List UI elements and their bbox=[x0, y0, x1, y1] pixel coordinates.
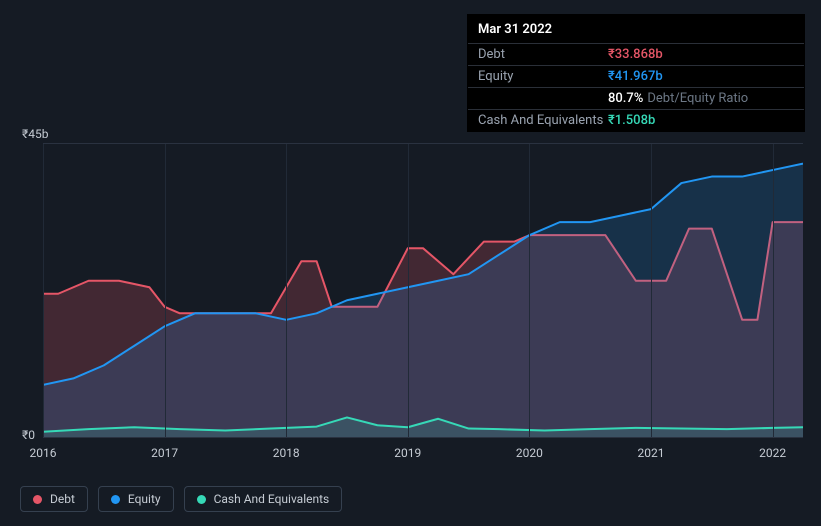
legend-label: Equity bbox=[128, 492, 161, 506]
legend-item-equity[interactable]: Equity bbox=[98, 486, 174, 512]
x-axis-tick-label: 2021 bbox=[638, 446, 665, 460]
legend-swatch bbox=[33, 495, 42, 504]
legend-swatch bbox=[111, 495, 120, 504]
tooltip-row-value: ₹1.508b bbox=[608, 113, 655, 128]
x-axis-tick-label: 2016 bbox=[30, 446, 57, 460]
x-axis-tick-label: 2022 bbox=[759, 446, 786, 460]
chart-area[interactable] bbox=[43, 143, 803, 438]
x-axis-tick-label: 2020 bbox=[516, 446, 543, 460]
legend-item-cash-and-equivalents[interactable]: Cash And Equivalents bbox=[184, 486, 343, 512]
gridline bbox=[286, 144, 287, 437]
x-axis-tick-label: 2017 bbox=[151, 446, 178, 460]
gridline bbox=[408, 144, 409, 437]
tooltip-row: Cash And Equivalents₹1.508b bbox=[468, 109, 804, 131]
y-axis-max-label: ₹45b bbox=[22, 127, 48, 141]
tooltip-row-value: ₹41.967b bbox=[608, 69, 663, 84]
legend-item-debt[interactable]: Debt bbox=[20, 486, 88, 512]
y-axis-min-label: ₹0 bbox=[22, 428, 35, 442]
tooltip-row-label bbox=[478, 91, 608, 106]
legend-label: Debt bbox=[50, 492, 75, 506]
x-axis-tick-label: 2019 bbox=[394, 446, 421, 460]
legend-swatch bbox=[197, 495, 206, 504]
gridline bbox=[43, 144, 44, 437]
tooltip-row-label: Cash And Equivalents bbox=[478, 113, 608, 128]
tooltip-row-value: 80.7% bbox=[608, 91, 643, 106]
x-axis-tick-label: 2018 bbox=[273, 446, 300, 460]
gridline bbox=[165, 144, 166, 437]
chart-svg bbox=[43, 144, 803, 437]
tooltip-row-extra: Debt/Equity Ratio bbox=[647, 91, 748, 106]
gridline bbox=[773, 144, 774, 437]
tooltip-row: Debt₹33.868b bbox=[468, 43, 804, 65]
tooltip-row-label: Debt bbox=[478, 47, 608, 62]
gridline bbox=[651, 144, 652, 437]
tooltip-row: Equity₹41.967b bbox=[468, 65, 804, 87]
tooltip-date: Mar 31 2022 bbox=[468, 15, 804, 43]
tooltip-row-value: ₹33.868b bbox=[608, 47, 663, 62]
tooltip-box: Mar 31 2022 Debt₹33.868bEquity₹41.967b80… bbox=[467, 14, 805, 132]
legend: Debt Equity Cash And Equivalents bbox=[20, 486, 342, 512]
gridline bbox=[529, 144, 530, 437]
tooltip-row: 80.7% Debt/Equity Ratio bbox=[468, 87, 804, 109]
legend-label: Cash And Equivalents bbox=[214, 492, 330, 506]
tooltip-row-label: Equity bbox=[478, 69, 608, 84]
